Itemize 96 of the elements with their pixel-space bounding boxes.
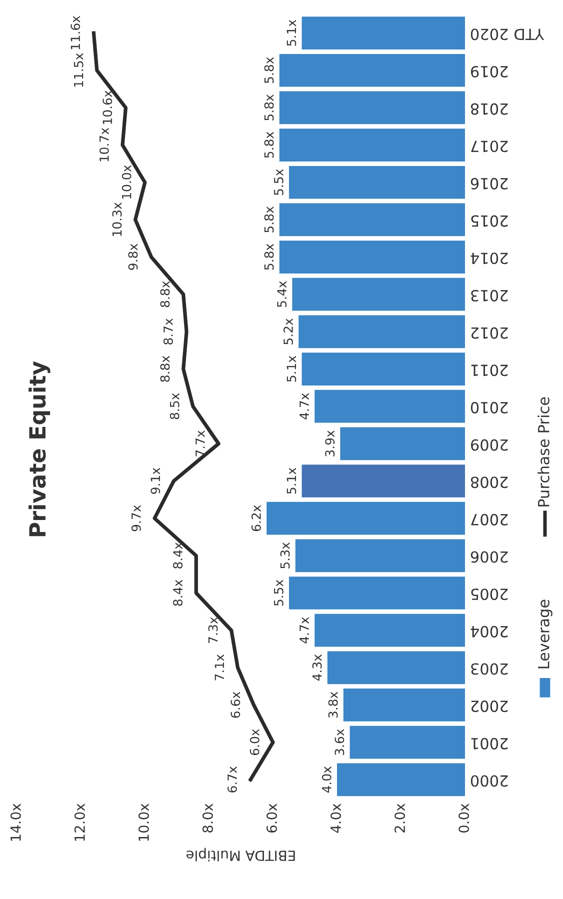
bar: [302, 352, 466, 386]
y-tick-label: 2016: [470, 178, 508, 190]
bar: [336, 763, 466, 796]
bar: [295, 539, 466, 572]
data-label: 4.3x: [312, 654, 322, 681]
y-tick-label: 2010: [470, 402, 508, 414]
y-tick-label: 2014: [470, 252, 508, 264]
bar: [314, 390, 466, 423]
data-label: 5.5x: [274, 169, 284, 196]
x-tick-label: 12.0x: [74, 804, 85, 841]
bar: [279, 54, 466, 87]
data-label: 11.6x: [70, 16, 80, 50]
y-tick-label: 2007: [471, 514, 508, 526]
data-label: 4.0x: [322, 766, 332, 793]
data-label: 5.5x: [274, 580, 284, 606]
y-tick-label: 2003: [471, 663, 508, 675]
bar: [279, 91, 466, 124]
data-label: 8.5x: [170, 393, 180, 420]
data-label: 5.8x: [264, 244, 274, 270]
bar: [279, 203, 466, 236]
y-tick-label: 2009: [470, 439, 508, 451]
data-label: 11.5x: [74, 53, 84, 87]
text: Private Equity: [28, 361, 50, 536]
data-label: 9.7x: [131, 505, 141, 532]
data-label: 7.3x: [208, 617, 218, 643]
data-label: 6.7x: [227, 766, 237, 792]
y-tick-label: YTD 2020: [470, 28, 544, 40]
x-tick-label: 4.0x: [330, 804, 342, 833]
data-label: 8.4x: [173, 580, 183, 606]
y-tick-label: 2000: [470, 775, 508, 787]
bar: [298, 315, 466, 348]
data-label: 3.9x: [325, 430, 335, 456]
bar: [288, 576, 466, 610]
data-label: 6.2x: [251, 505, 261, 532]
data-label: 5.8x: [264, 132, 274, 158]
bar: [340, 427, 466, 460]
bar: [266, 502, 466, 535]
data-label: 8.4x: [173, 542, 183, 568]
data-label: 5.8x: [264, 94, 274, 120]
x-tick-label: 8.0x: [202, 804, 213, 833]
y-tick-label: 2001: [471, 738, 508, 750]
data-label: 8.7x: [163, 318, 173, 344]
x-tick-label: 0.0x: [458, 804, 470, 833]
x-axis-title: EBITDA Multiple: [186, 848, 295, 862]
data-label: 3.8x: [328, 692, 338, 718]
data-label: 10.7x: [99, 128, 109, 162]
bar: [314, 614, 466, 647]
data-label: 6.0x: [250, 729, 260, 756]
data-label: 9.1x: [150, 468, 160, 494]
bar: [343, 688, 466, 722]
data-label: 5.2x: [284, 318, 293, 344]
bar: [292, 278, 466, 311]
y-tick-label: 2013: [471, 290, 508, 302]
y-tick-label: 2002: [471, 700, 508, 712]
y-tick-label: 2011: [471, 364, 508, 376]
bar: [279, 240, 466, 274]
data-label: 5.8x: [264, 206, 274, 232]
bar: [350, 726, 466, 759]
data-label: 5.3x: [280, 542, 290, 568]
x-tick-label: 10.0x: [138, 804, 149, 841]
data-label: 4.7x: [300, 393, 309, 420]
data-label: 8.8x: [160, 281, 170, 308]
data-label: 6.6x: [230, 692, 240, 718]
text: Purchase Price: [538, 397, 550, 506]
data-label: 10.3x: [112, 202, 122, 236]
data-label: 7.1x: [214, 654, 224, 680]
text: Leverage: [538, 600, 552, 668]
y-tick-label: 2017: [471, 140, 508, 152]
data-label: 10.0x: [122, 165, 132, 199]
y-tick-label: 2019: [470, 66, 508, 78]
data-label: 8.8x: [160, 356, 170, 382]
data-label: 7.7x: [196, 430, 205, 456]
y-tick-label: 2005: [471, 588, 508, 600]
y-tick-label: 2006: [470, 551, 508, 563]
data-label: 5.1x: [286, 356, 296, 382]
data-label: 3.6x: [334, 729, 344, 756]
data-label: 5.1x: [286, 468, 296, 494]
y-tick-label: 2012: [471, 327, 508, 339]
data-label: 9.8x: [128, 244, 138, 270]
y-tick-label: 2018: [470, 103, 508, 115]
data-label: 10.6x: [102, 90, 112, 124]
x-tick-label: 2.0x: [394, 804, 406, 832]
bar: [279, 128, 466, 162]
x-tick-label: 14.0x: [10, 804, 21, 841]
bar: [288, 166, 466, 199]
y-tick-label: 2015: [471, 215, 508, 227]
data-label: 4.7x: [300, 617, 309, 644]
bar: [327, 651, 466, 684]
bar: [302, 464, 466, 498]
data-label: 5.4x: [277, 281, 287, 308]
data-label: 5.8x: [264, 57, 274, 84]
y-tick-label: 2004: [470, 626, 508, 638]
y-tick-label: 2008: [470, 476, 508, 488]
x-tick-label: 6.0x: [266, 804, 278, 833]
data-label: 5.1x: [286, 20, 296, 46]
bar: [302, 16, 466, 50]
